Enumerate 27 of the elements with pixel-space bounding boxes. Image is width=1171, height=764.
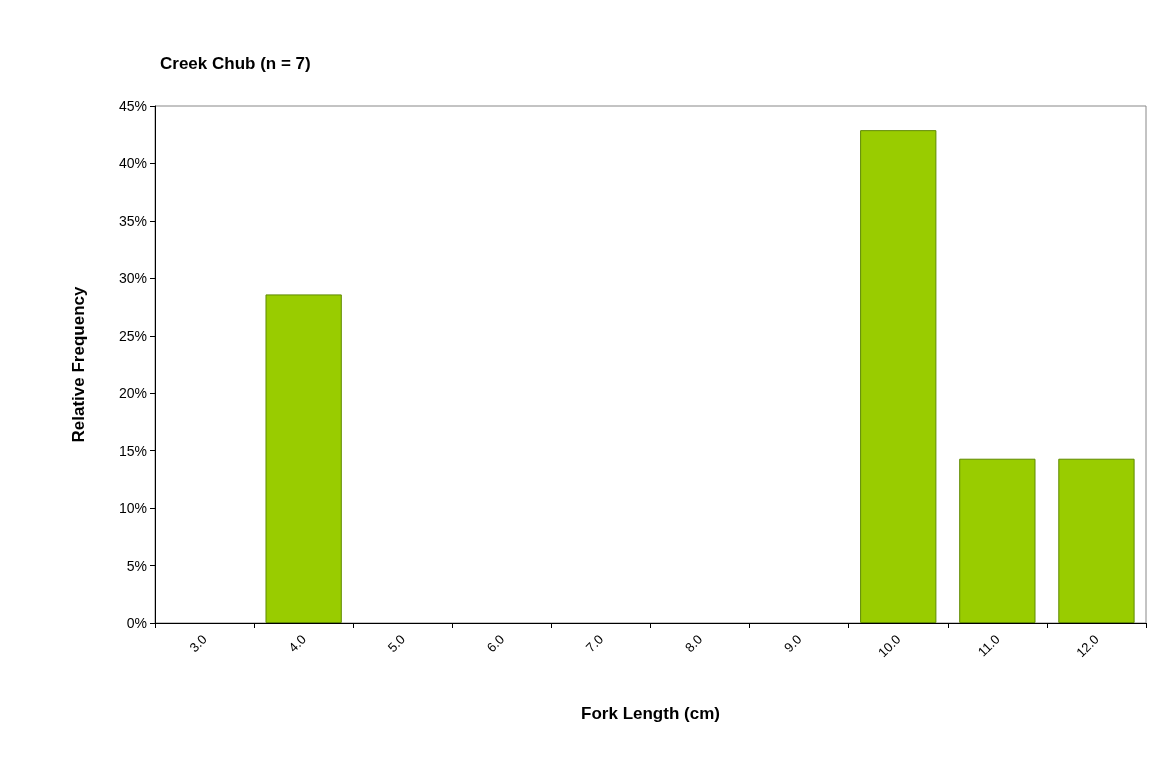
x-tick-label: 10.0 <box>875 631 904 661</box>
x-tick-label: 7.0 <box>582 631 607 656</box>
x-tick-label: 9.0 <box>781 631 805 656</box>
y-axis-title: Relative Frequency <box>69 286 88 443</box>
bar <box>860 130 937 623</box>
y-tick-label: 40% <box>118 155 147 172</box>
y-tick-label: 25% <box>118 327 147 344</box>
x-tick-label: 4.0 <box>285 631 309 656</box>
y-tick-label: 5% <box>126 557 147 574</box>
x-tick-label: 8.0 <box>681 631 706 656</box>
x-tick-label: 11.0 <box>974 631 1003 660</box>
y-tick-label: 35% <box>118 212 147 229</box>
y-tick-label: 45% <box>118 98 147 114</box>
bar <box>959 458 1036 623</box>
x-tick-label: 5.0 <box>384 631 409 656</box>
x-tick-label: 6.0 <box>483 631 508 656</box>
y-tick-label: 0% <box>126 615 147 631</box>
x-axis-title: Fork Length (cm) <box>581 704 720 723</box>
y-tick-label: 10% <box>118 500 147 517</box>
y-tick-label: 30% <box>118 270 147 287</box>
x-tick-label: 12.0 <box>1073 631 1102 661</box>
bar <box>1058 458 1135 623</box>
x-tick-label: 3.0 <box>186 631 210 656</box>
y-tick-label: 15% <box>118 442 147 459</box>
chart-title: Creek Chub (n = 7) <box>160 54 311 73</box>
y-tick-label: 20% <box>118 385 147 402</box>
bar <box>265 294 342 623</box>
